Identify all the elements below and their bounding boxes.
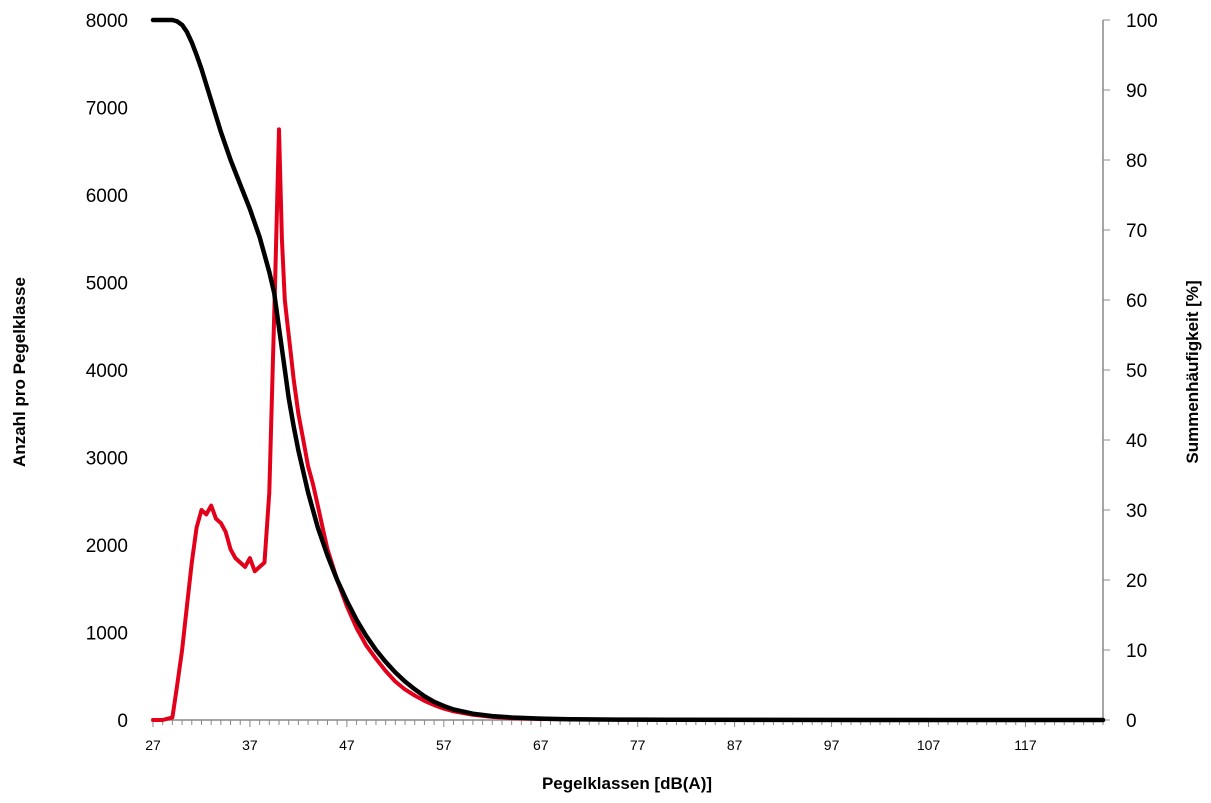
y2-tick-label: 80	[1126, 151, 1147, 172]
y2-tick-label: 0	[1126, 711, 1137, 732]
y-tick-label: 5000	[86, 274, 128, 295]
x-tick-label: 67	[533, 737, 549, 753]
y2-tick-label: 10	[1126, 641, 1147, 662]
tick-labels: 0 1000 2000 3000 4000 5000 6000 7000 8000 0 10 20 30…	[86, 11, 1158, 753]
x-tick-label: 37	[242, 737, 258, 753]
y-tick-label: 2000	[86, 536, 128, 557]
y-tick-label: 4000	[86, 361, 128, 382]
x-tick-label: 117	[1014, 737, 1037, 753]
x-tick-label: 87	[727, 737, 743, 753]
y2-tick-label: 70	[1126, 221, 1147, 242]
y2-tick-label: 100	[1126, 11, 1158, 32]
y-tick-label: 0	[117, 711, 128, 732]
series-layer	[150, 17, 1106, 723]
y2-tick-label: 30	[1126, 501, 1147, 522]
y2-tick-label: 50	[1126, 361, 1147, 382]
axes	[152, 19, 1110, 727]
x-tick-label: 97	[824, 737, 840, 753]
y-tick-label: 7000	[86, 99, 128, 120]
y2-tick-label: 20	[1126, 571, 1147, 592]
y-axis-title: Anzahl pro Pegelklasse	[10, 277, 29, 467]
y2-tick-label: 60	[1126, 291, 1147, 312]
y2-tick-label: 40	[1126, 431, 1147, 452]
y2-tick-label: 90	[1126, 81, 1147, 102]
series-line-cumulative	[150, 17, 1106, 723]
y-tick-label: 6000	[86, 186, 128, 207]
x-tick-label: 57	[436, 737, 452, 753]
x-tick-label: 47	[339, 737, 355, 753]
x-tick-label: 27	[145, 737, 161, 753]
x-axis-title: Pegelklassen [dB(A)]	[542, 774, 712, 793]
y-tick-label: 3000	[86, 449, 128, 470]
x-tick-label: 107	[917, 737, 941, 753]
y-tick-label: 8000	[86, 11, 128, 32]
y-tick-label: 1000	[86, 624, 128, 645]
x-tick-label: 77	[630, 737, 646, 753]
y2-axis-title: Summenhäufigkeit [%]	[1183, 280, 1202, 463]
